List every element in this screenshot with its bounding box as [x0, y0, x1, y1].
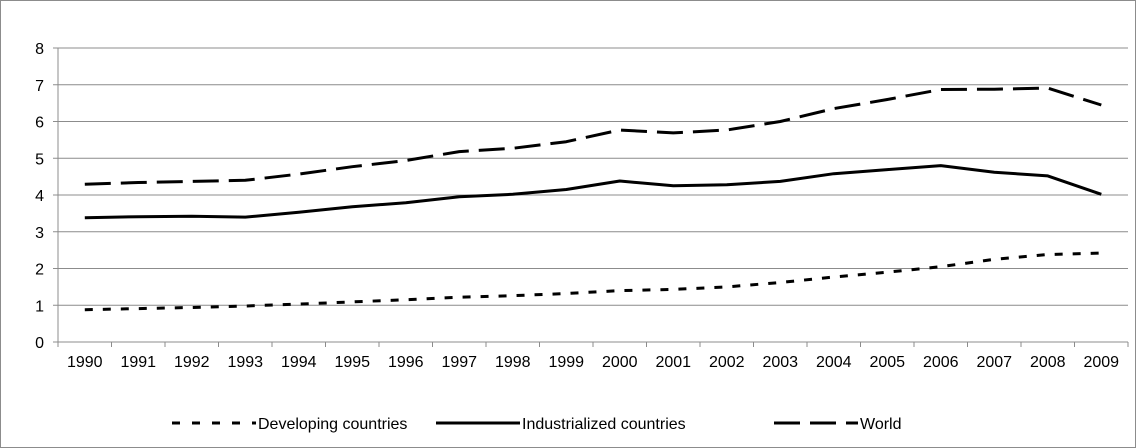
x-tick-label: 2009 — [1083, 354, 1119, 371]
series-lines — [84, 86, 1102, 312]
y-tick-label: 4 — [35, 188, 44, 205]
legend: Developing countries Industrialized count… — [172, 416, 902, 433]
x-tick-label: 1991 — [120, 354, 156, 371]
x-tick-label: 2003 — [762, 354, 798, 371]
legend-label: Industrialized countries — [522, 416, 686, 433]
y-tick-label: 1 — [35, 298, 44, 315]
x-tick-label: 1995 — [334, 354, 370, 371]
x-tick-label: 1997 — [441, 354, 477, 371]
y-tick-label: 7 — [35, 78, 44, 95]
series-line-developing-countries — [84, 251, 1102, 312]
x-tick-label: 2007 — [976, 354, 1012, 371]
x-tick-label: 1992 — [174, 354, 210, 371]
x-tick-label: 2000 — [602, 354, 638, 371]
x-tick-label: 1999 — [548, 354, 584, 371]
x-tick-label: 2004 — [816, 354, 852, 371]
x-tick-label: 1990 — [67, 354, 103, 371]
x-tick-label: 2002 — [709, 354, 745, 371]
y-tick-label: 6 — [35, 115, 44, 132]
series-line-industrialized-countries — [84, 164, 1102, 220]
x-tick-label: 1996 — [388, 354, 424, 371]
x-axis-tick-labels: 1990 1991 1992 1993 1994 1995 1996 1997 1998 1999… — [67, 354, 1119, 371]
y-tick-label: 5 — [35, 151, 44, 168]
y-tick-label: 2 — [35, 262, 44, 279]
legend-label: World — [860, 416, 902, 433]
x-tick-label: 2006 — [923, 354, 959, 371]
legend-label: Developing countries — [258, 416, 407, 433]
x-tick-label: 1993 — [227, 354, 263, 371]
grid-lines — [58, 47, 1128, 306]
x-tick-label: 2005 — [869, 354, 905, 371]
series-line-world — [84, 86, 1102, 186]
x-tick-label: 1998 — [495, 354, 531, 371]
y-axis-tick-labels: 0 1 2 3 4 5 6 7 8 — [35, 41, 44, 352]
y-tick-label: 3 — [35, 225, 44, 242]
y-tick-label: 0 — [35, 335, 44, 352]
axes — [53, 47, 1129, 347]
x-tick-label: 2001 — [655, 354, 691, 371]
y-tick-label: 8 — [35, 41, 44, 58]
x-tick-label: 2008 — [1030, 354, 1066, 371]
x-tick-label: 1994 — [281, 354, 317, 371]
